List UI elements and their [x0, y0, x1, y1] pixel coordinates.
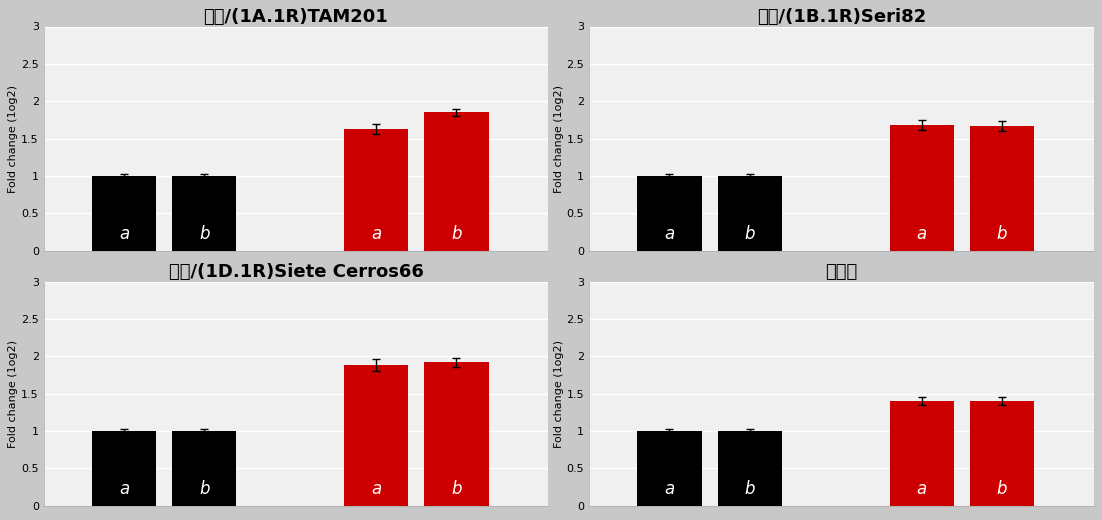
- Bar: [91, 176, 156, 251]
- Bar: [344, 365, 409, 505]
- Text: a: a: [371, 480, 381, 498]
- Bar: [344, 129, 409, 251]
- Text: b: b: [451, 225, 462, 243]
- Text: a: a: [119, 225, 129, 243]
- Bar: [970, 126, 1034, 251]
- Title: 금강/(1B.1R)Seri82: 금강/(1B.1R)Seri82: [757, 8, 926, 27]
- Bar: [172, 176, 236, 251]
- Text: b: b: [199, 225, 209, 243]
- Bar: [424, 112, 488, 251]
- Title: 금강/(1A.1R)TAM201: 금강/(1A.1R)TAM201: [204, 8, 388, 27]
- Text: a: a: [371, 225, 381, 243]
- Bar: [717, 176, 781, 251]
- Title: 금강/(1D.1R)Siete Cerros66: 금강/(1D.1R)Siete Cerros66: [169, 264, 423, 281]
- Bar: [717, 431, 781, 505]
- Bar: [91, 431, 156, 505]
- Y-axis label: Fold change (1og2): Fold change (1og2): [554, 340, 564, 448]
- Y-axis label: Fold change (1og2): Fold change (1og2): [554, 85, 564, 192]
- Bar: [637, 431, 702, 505]
- Bar: [889, 125, 954, 251]
- Text: b: b: [996, 225, 1007, 243]
- Bar: [172, 431, 236, 505]
- Y-axis label: Fold change (1og2): Fold change (1og2): [9, 85, 19, 192]
- Text: b: b: [199, 480, 209, 498]
- Bar: [637, 176, 702, 251]
- Bar: [424, 362, 488, 505]
- Text: a: a: [917, 480, 927, 498]
- Bar: [970, 401, 1034, 505]
- Bar: [889, 401, 954, 505]
- Text: b: b: [996, 480, 1007, 498]
- Text: a: a: [917, 225, 927, 243]
- Text: b: b: [745, 225, 755, 243]
- Text: a: a: [665, 480, 674, 498]
- Text: b: b: [745, 480, 755, 498]
- Title: 금강밀: 금강밀: [825, 264, 857, 281]
- Text: a: a: [119, 480, 129, 498]
- Text: b: b: [451, 480, 462, 498]
- Text: a: a: [665, 225, 674, 243]
- Y-axis label: Fold change (1og2): Fold change (1og2): [9, 340, 19, 448]
